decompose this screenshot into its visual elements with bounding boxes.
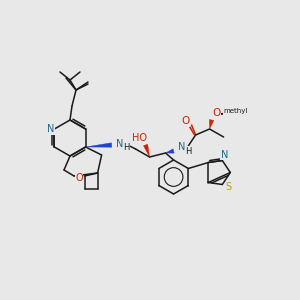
Text: H: H [185, 146, 192, 155]
Text: N: N [178, 142, 185, 152]
Text: HO: HO [132, 133, 147, 143]
Text: N: N [47, 124, 54, 134]
Text: O: O [182, 116, 190, 126]
Text: O: O [212, 108, 221, 118]
Text: H: H [123, 143, 130, 152]
Text: methyl: methyl [224, 108, 248, 114]
Polygon shape [85, 143, 112, 147]
Polygon shape [166, 149, 174, 153]
Text: N: N [116, 139, 123, 149]
Polygon shape [143, 144, 150, 157]
Text: N: N [220, 149, 228, 160]
Text: S: S [225, 182, 231, 193]
Polygon shape [209, 119, 214, 129]
Text: O: O [75, 173, 83, 183]
